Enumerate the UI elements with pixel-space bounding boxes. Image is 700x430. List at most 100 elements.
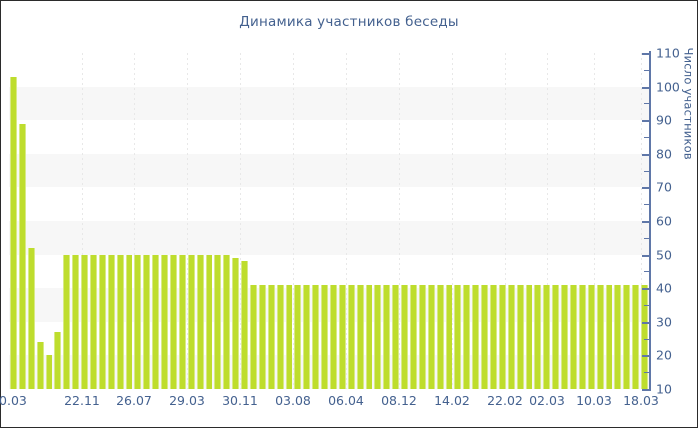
bar bbox=[481, 284, 488, 389]
bar bbox=[552, 284, 560, 389]
x-axis-tick-label: 06.04 bbox=[328, 393, 364, 408]
x-axis-tick-label: 29.03 bbox=[169, 393, 205, 408]
bar bbox=[356, 284, 364, 389]
bar bbox=[90, 254, 97, 389]
bar bbox=[232, 257, 240, 389]
bar bbox=[463, 284, 471, 389]
x-axis-tick-label: 02.03 bbox=[529, 393, 565, 408]
bar bbox=[98, 254, 106, 389]
x-axis-tick-label: 08.12 bbox=[381, 393, 417, 408]
bar bbox=[330, 284, 337, 389]
background-band bbox=[9, 153, 649, 188]
bar bbox=[321, 284, 328, 389]
bar bbox=[294, 284, 302, 389]
bar bbox=[10, 76, 17, 389]
vertical-gridline bbox=[594, 53, 595, 389]
bar bbox=[418, 284, 426, 389]
y-axis-tick-label: 60 bbox=[656, 213, 672, 229]
bar bbox=[178, 254, 186, 389]
x-axis-tick-label: 10.03 bbox=[576, 393, 612, 408]
y-axis-tick bbox=[642, 288, 651, 291]
bar bbox=[525, 284, 533, 389]
bar bbox=[36, 341, 44, 389]
bar bbox=[143, 254, 151, 389]
bar bbox=[516, 284, 524, 389]
y-axis-tick bbox=[642, 120, 651, 123]
bar bbox=[63, 254, 71, 389]
x-axis-tick-label: 18.03 bbox=[623, 393, 659, 408]
bar bbox=[383, 284, 391, 389]
y-axis-tick bbox=[644, 137, 651, 138]
y-axis-tick-label: 10 bbox=[656, 381, 672, 397]
bar bbox=[72, 254, 80, 389]
x-axis-tick-label: 22.11 bbox=[64, 393, 100, 408]
bar-series bbox=[9, 53, 649, 389]
x-axis-tick-label: 26.07 bbox=[116, 393, 152, 408]
bar bbox=[632, 284, 640, 389]
vertical-gridline bbox=[346, 53, 347, 389]
y-axis-tick-label: 30 bbox=[656, 314, 672, 330]
bar bbox=[303, 284, 311, 389]
vertical-gridline bbox=[293, 53, 294, 389]
y-axis-tick bbox=[642, 321, 651, 324]
bar bbox=[436, 284, 444, 389]
bar bbox=[223, 254, 231, 389]
bar bbox=[587, 284, 595, 389]
y-axis-tick bbox=[644, 338, 651, 340]
bar bbox=[623, 284, 631, 389]
bar bbox=[374, 284, 382, 389]
bar bbox=[347, 284, 355, 389]
background-band bbox=[9, 355, 649, 389]
y-axis-tick bbox=[644, 271, 651, 273]
vertical-gridline bbox=[240, 53, 241, 389]
chart-title: Динамика участников беседы bbox=[239, 14, 459, 30]
background-band bbox=[9, 221, 649, 255]
bar bbox=[578, 284, 586, 389]
y-axis-tick bbox=[642, 187, 651, 190]
bar bbox=[561, 284, 568, 389]
bar bbox=[170, 254, 177, 389]
bar bbox=[152, 254, 160, 389]
bar bbox=[605, 284, 613, 389]
y-axis-tick bbox=[644, 237, 651, 239]
bar bbox=[534, 284, 542, 389]
bar bbox=[427, 284, 435, 389]
y-axis-tick bbox=[644, 372, 651, 374]
y-axis-tick-label: 90 bbox=[656, 112, 672, 128]
y-axis-tick bbox=[642, 355, 651, 358]
x-axis-tick-label: 14.02 bbox=[434, 393, 470, 408]
bar bbox=[490, 284, 497, 389]
y-axis-tick-label: 110 bbox=[656, 45, 680, 61]
bar bbox=[107, 254, 115, 389]
plot-area bbox=[9, 53, 649, 389]
bar bbox=[196, 254, 204, 389]
bar bbox=[445, 284, 453, 389]
x-axis-tick-label: 22.02 bbox=[487, 393, 523, 408]
x-axis-tick-label: 30.11 bbox=[222, 393, 258, 408]
y-axis-title: Число участников bbox=[681, 47, 695, 160]
vertical-gridline bbox=[134, 53, 135, 389]
bar bbox=[276, 284, 284, 389]
bar bbox=[338, 284, 346, 389]
bar bbox=[641, 284, 648, 389]
y-axis-tick bbox=[642, 254, 651, 257]
bar bbox=[507, 284, 515, 389]
bar bbox=[312, 284, 320, 389]
vertical-gridline bbox=[505, 53, 506, 389]
y-axis-tick-label: 70 bbox=[656, 179, 672, 195]
bar bbox=[410, 284, 417, 389]
bar bbox=[614, 284, 622, 389]
y-axis-tick bbox=[642, 86, 651, 89]
y-axis-tick bbox=[642, 221, 651, 223]
background-band bbox=[9, 288, 649, 322]
vertical-gridline bbox=[82, 53, 83, 389]
bar bbox=[392, 284, 400, 389]
bar bbox=[134, 254, 142, 389]
y-axis-tick-label: 50 bbox=[656, 247, 672, 263]
bar bbox=[472, 284, 480, 389]
bar bbox=[27, 247, 35, 389]
bar bbox=[543, 284, 551, 389]
vertical-gridline bbox=[547, 53, 548, 389]
bar bbox=[214, 254, 222, 389]
